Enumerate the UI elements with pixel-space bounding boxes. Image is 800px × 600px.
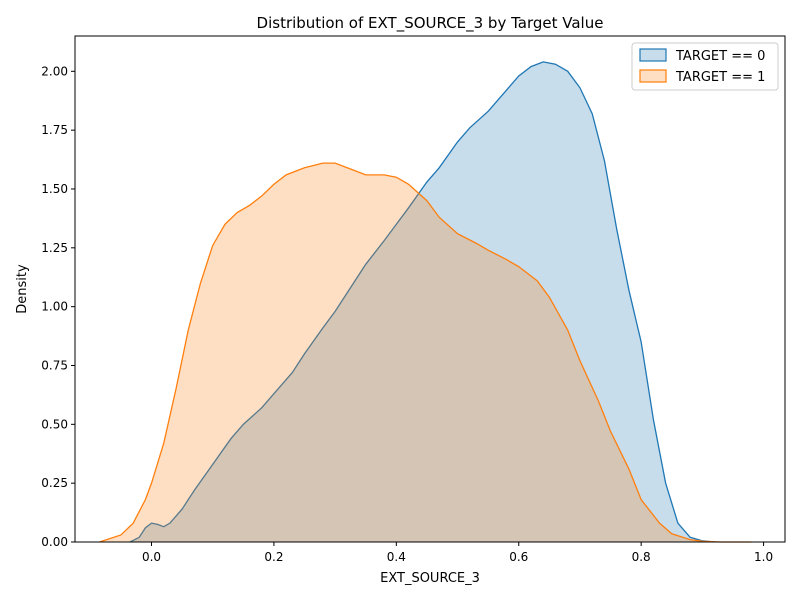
legend-swatch-target-1	[639, 69, 667, 83]
legend: TARGET == 0 TARGET == 1	[631, 42, 779, 91]
legend-swatch-target-0	[639, 48, 667, 62]
y-tick-label: 0.00	[41, 535, 68, 549]
y-tick-label: 1.75	[41, 123, 68, 137]
y-tick-label: 1.00	[41, 300, 68, 314]
density-line-target-0	[129, 61, 715, 543]
plot-area	[74, 35, 786, 543]
x-axis: 0.0 0.2 0.4 0.6 0.8 1.0	[142, 542, 773, 564]
x-tick-label: 0.8	[632, 550, 651, 564]
legend-box	[631, 42, 779, 91]
x-tick-label: 0.6	[509, 550, 528, 564]
density-area-target-1	[99, 163, 752, 542]
y-axis: 0.00 0.25 0.50 0.75 1.00 1.25 1.50 1.75 2.00	[41, 64, 75, 549]
x-tick-label: 1.0	[754, 550, 773, 564]
y-axis-label: Density	[15, 264, 30, 314]
x-axis-label: EXT_SOURCE_3	[380, 571, 480, 586]
plot-frame	[74, 35, 786, 543]
density-area-target-0	[130, 61, 715, 542]
chart-title: Distribution of EXT_SOURCE_3 by Target V…	[257, 14, 604, 33]
x-tick-label: 0.4	[387, 550, 406, 564]
y-tick-label: 0.50	[41, 417, 68, 431]
density-line-target-1	[99, 162, 752, 543]
y-tick-label: 0.75	[41, 358, 68, 372]
y-tick-label: 2.00	[41, 64, 68, 78]
y-tick-label: 0.25	[41, 476, 68, 490]
x-tick-label: 0.0	[142, 550, 161, 564]
y-tick-label: 1.25	[41, 241, 68, 255]
y-tick-label: 1.50	[41, 182, 68, 196]
series-layer	[99, 61, 752, 543]
x-tick-label: 0.2	[264, 550, 283, 564]
legend-label-target-1: TARGET == 1	[675, 70, 765, 85]
legend-label-target-0: TARGET == 0	[675, 49, 765, 64]
